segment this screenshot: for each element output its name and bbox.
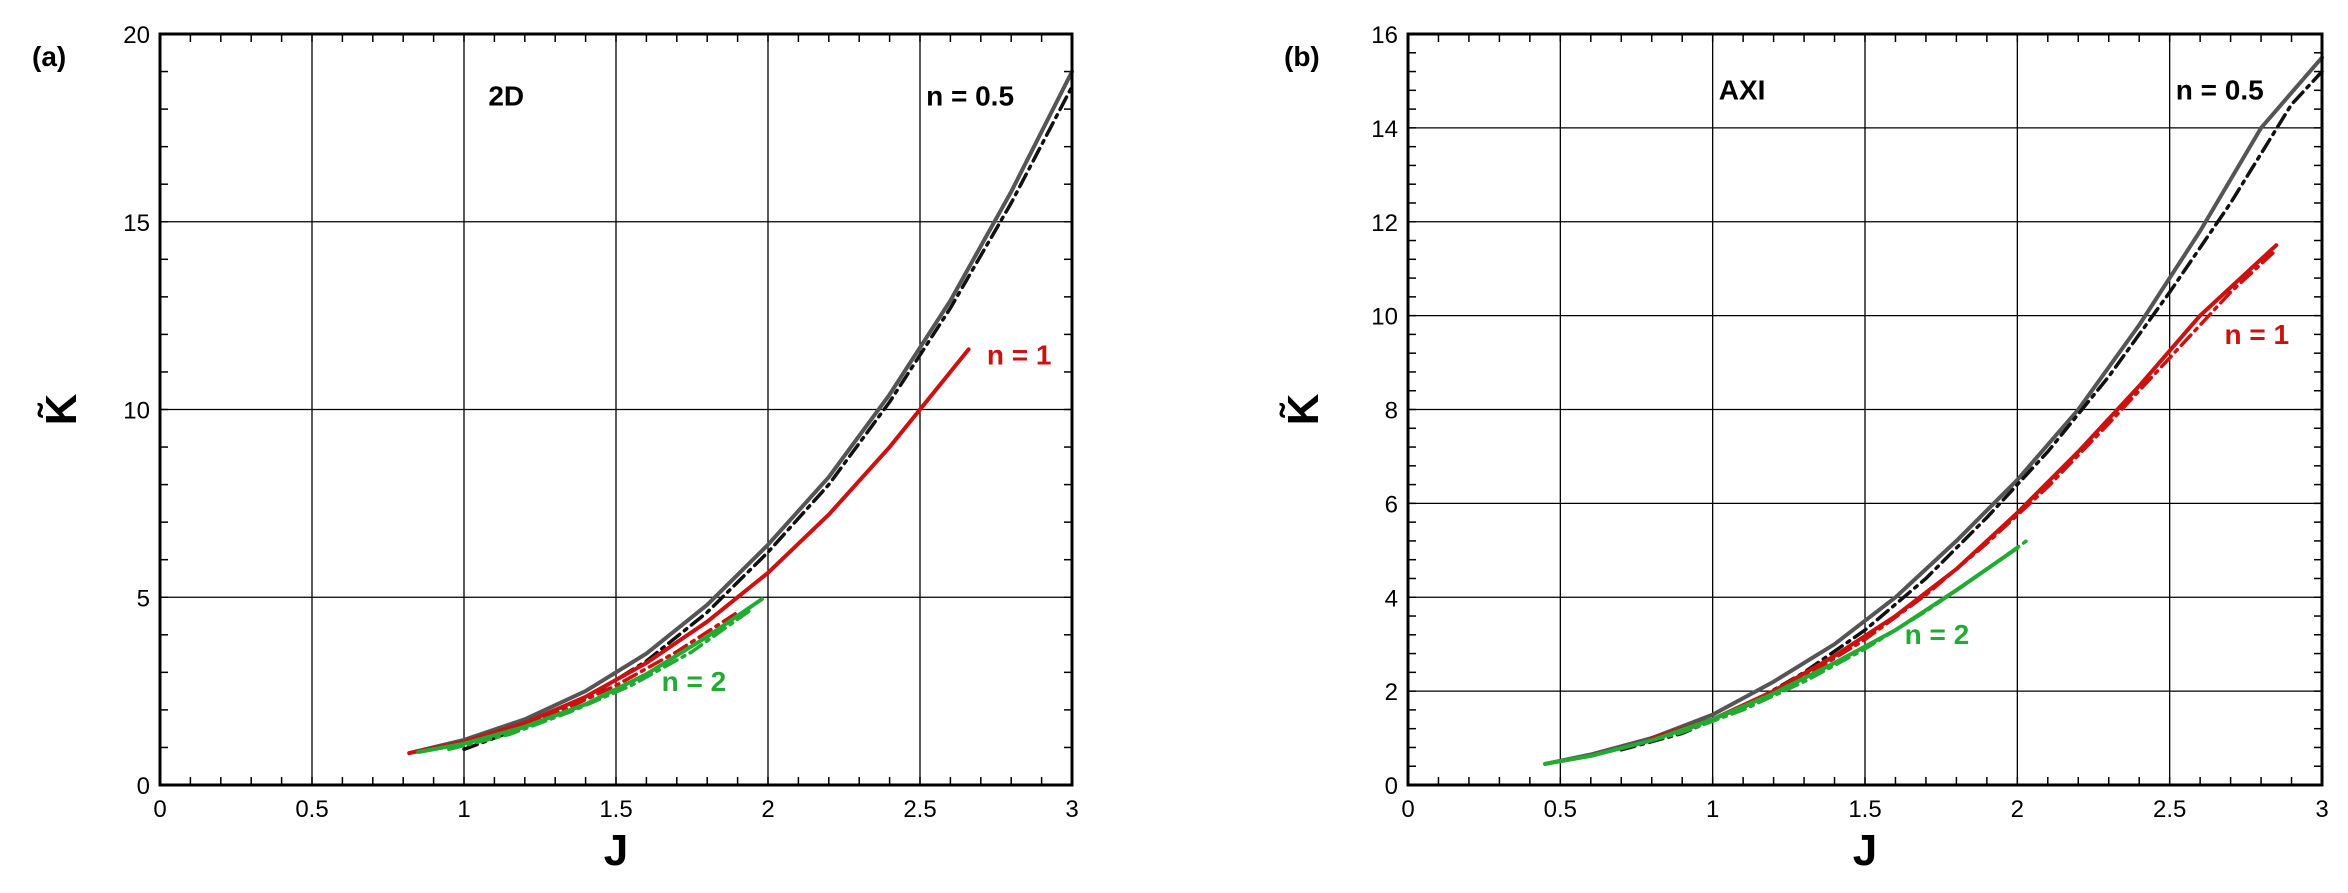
panel-label: (b) [1284, 41, 1320, 72]
y-axis-label: K̃ [36, 393, 86, 425]
x-tick-label: 0.5 [295, 796, 328, 823]
y-tick-label: 15 [123, 210, 150, 237]
annotation-label: n = 1 [2225, 319, 2290, 350]
x-axis-label: J [604, 826, 628, 875]
series-group [407, 69, 1074, 756]
x-tick-label: 1.5 [1848, 796, 1881, 823]
plot-frame [158, 32, 1074, 787]
y-tick-label: 20 [123, 22, 150, 49]
annotation-label: n = 1 [987, 339, 1052, 370]
series-group [1543, 55, 2324, 766]
series-line-n-2-solid [1543, 546, 2020, 766]
y-tick-label: 8 [1385, 398, 1398, 425]
x-tick-label: 1 [1706, 796, 1719, 823]
series-line-n-0-5-dashdot [1619, 69, 2324, 752]
y-tick-label: 14 [1371, 116, 1398, 143]
panel-label: (a) [32, 41, 66, 72]
series-line-n-1-solid [1649, 243, 2279, 741]
y-tick-label: 6 [1385, 491, 1398, 518]
y-axis-label: K̃ [1278, 393, 1328, 425]
x-tick-label: 0 [153, 796, 166, 823]
annotation-label: AXI [1719, 75, 1766, 106]
y-tick-label: 0 [1385, 773, 1398, 800]
series-line-n-2-dashdot [1619, 539, 2029, 751]
y-tick-label: 10 [1371, 304, 1398, 331]
x-tick-label: 1.5 [599, 796, 632, 823]
x-tick-label: 2 [761, 796, 774, 823]
series-line-n-2-dashdot [447, 606, 755, 752]
chart-panel-b: 0 0.5 1 1.5 2 2.5 3 0 2 4 6 8 10 12 14 16 J K̃ (b) AXI n = 0… [1278, 22, 2328, 875]
series-line-n-1-dashdot [1680, 248, 2279, 733]
annotation-label: n = 2 [662, 666, 727, 697]
annotation-label: 2D [488, 80, 524, 111]
y-tick-label: 5 [137, 585, 150, 612]
series-line-n-0-5-solid [1543, 55, 2324, 766]
y-tick-label: 16 [1371, 22, 1398, 49]
x-tick-label: 3 [1065, 796, 1078, 823]
x-tick-label: 1 [457, 796, 470, 823]
grid [1408, 34, 2322, 785]
x-tick-label: 2.5 [903, 796, 936, 823]
y-tick-label: 10 [123, 398, 150, 425]
x-tick-label: 0 [1401, 796, 1414, 823]
annotation-label: n = 0.5 [926, 80, 1014, 111]
x-tick-label: 0.5 [1544, 796, 1577, 823]
x-tick-label: 2 [2011, 796, 2024, 823]
annotation-label: n = 2 [1905, 619, 1970, 650]
y-tick-label: 2 [1385, 679, 1398, 706]
x-tick-label: 2.5 [2153, 796, 2186, 823]
x-tick-label: 3 [2315, 796, 2328, 823]
y-tick-label: 4 [1385, 585, 1398, 612]
x-axis-label: J [1853, 826, 1877, 875]
chart-panel-a: 0 0.5 1 1.5 2 2.5 3 0 5 10 15 20 J K̃ (a) 2D n = 0.5 n = … [32, 22, 1079, 875]
plot-frame [1406, 32, 2324, 787]
y-tick-label: 12 [1371, 210, 1398, 237]
annotation-label: n = 0.5 [2176, 75, 2264, 106]
series-line-n-0-5-solid [407, 69, 1074, 756]
y-tick-label: 0 [137, 773, 150, 800]
series-line-n-1-solid [407, 347, 971, 756]
